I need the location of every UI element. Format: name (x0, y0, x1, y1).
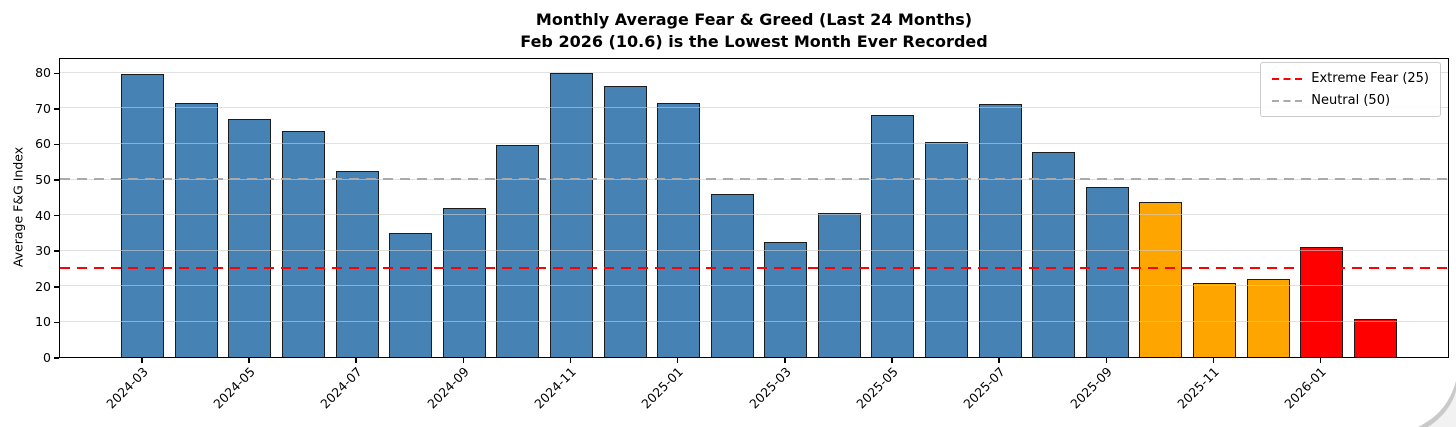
refline-neutral (60, 178, 1448, 181)
bar-2024-08 (389, 233, 433, 357)
xtick-label-2026-01: 2026-01 (1281, 364, 1330, 412)
bar-2024-10 (496, 145, 540, 357)
bar-2025-12 (1246, 278, 1290, 357)
refline-extreme-fear (60, 267, 1448, 270)
neutral-dashed-line-icon (1272, 99, 1303, 102)
bar-2025-03 (764, 242, 808, 357)
ytick-label-0: 0 (43, 350, 51, 365)
xtick-2024-09 (462, 358, 465, 363)
gridline-20 (60, 285, 1448, 287)
gridline-80 (60, 71, 1448, 73)
xtick-2026-01 (1319, 358, 1322, 363)
page-curl-artifact (1418, 381, 1456, 427)
xtick-label-2025-01: 2025-01 (638, 364, 687, 412)
legend-label-neutral: Neutral (50) (1311, 93, 1391, 108)
xtick-label-2024-09: 2024-09 (424, 364, 472, 412)
ytick-80 (54, 72, 59, 75)
chart-title-line2: Feb 2026 (10.6) is the Lowest Month Ever… (520, 32, 988, 51)
ytick-label-30: 30 (35, 243, 51, 259)
bar-2025-01 (657, 102, 701, 357)
gridline-60 (60, 142, 1448, 144)
xtick-label-2025-05: 2025-05 (853, 364, 901, 412)
ytick-50 (54, 179, 59, 181)
xtick-2025-05 (891, 358, 893, 363)
bar-2025-10 (1139, 202, 1183, 357)
bar-2024-07 (335, 170, 379, 357)
gridline-10 (60, 320, 1448, 322)
xtick-label-2024-11: 2024-11 (531, 364, 580, 412)
ytick-label-50: 50 (35, 172, 51, 188)
legend-item-extreme-fear: Extreme Fear (25) (1272, 71, 1429, 86)
ytick-0 (54, 357, 59, 359)
ytick-60 (54, 143, 59, 146)
bar-2026-01 (1300, 246, 1344, 357)
extreme-fear-dashed-line-icon (1272, 77, 1303, 80)
bar-2025-08 (1032, 152, 1076, 357)
bar-2025-02 (710, 194, 754, 357)
ytick-20 (54, 286, 59, 288)
xtick-label-2025-11: 2025-11 (1174, 364, 1223, 412)
bar-2024-03 (121, 74, 165, 357)
xtick-2025-11 (1212, 358, 1215, 363)
bar-2024-12 (603, 86, 647, 357)
bar-2025-07 (978, 103, 1022, 357)
ytick-label-10: 10 (35, 314, 51, 330)
xtick-label-2024-05: 2024-05 (210, 364, 258, 412)
xtick-label-2025-07: 2025-07 (960, 364, 1008, 412)
bar-2026-02 (1353, 319, 1397, 357)
bar-2024-06 (282, 131, 326, 357)
ytick-label-60: 60 (35, 136, 51, 152)
legend-item-neutral: Neutral (50) (1272, 93, 1429, 108)
gridline-30 (60, 249, 1448, 251)
ytick-label-20: 20 (35, 278, 51, 294)
ytick-30 (54, 250, 59, 252)
gridline-40 (60, 214, 1448, 216)
legend: Extreme Fear (25) Neutral (50) (1260, 62, 1441, 117)
bar-2025-11 (1192, 283, 1236, 357)
bar-2025-04 (817, 213, 861, 357)
xtick-2025-09 (1105, 358, 1108, 363)
xtick-label-2024-07: 2024-07 (317, 364, 365, 412)
ytick-label-80: 80 (35, 65, 51, 81)
xtick-label-2025-09: 2025-09 (1067, 364, 1115, 412)
bar-2025-09 (1085, 186, 1129, 357)
chart-title: Monthly Average Fear & Greed (Last 24 Mo… (59, 9, 1449, 53)
bar-2024-09 (442, 207, 486, 357)
xtick-2025-01 (676, 358, 679, 363)
bar-2025-05 (871, 115, 915, 357)
chart-title-line1: Monthly Average Fear & Greed (Last 24 Mo… (535, 10, 973, 29)
ytick-label-70: 70 (35, 100, 51, 116)
xtick-2024-05 (248, 358, 250, 363)
bar-2024-05 (228, 118, 272, 357)
xtick-label-2024-03: 2024-03 (102, 364, 151, 412)
ytick-40 (54, 214, 59, 217)
xtick-label-2025-03: 2025-03 (745, 364, 794, 412)
xtick-2025-03 (784, 358, 786, 363)
xtick-2024-03 (141, 358, 143, 363)
plot-area: Extreme Fear (25) Neutral (50) (59, 58, 1449, 358)
xtick-2024-07 (355, 358, 357, 363)
ytick-label-40: 40 (35, 207, 51, 223)
gridline-70 (60, 107, 1448, 109)
xtick-2024-11 (569, 358, 572, 363)
xtick-2025-07 (998, 358, 1000, 363)
ytick-10 (54, 321, 59, 324)
bar-2024-04 (174, 102, 218, 357)
ytick-70 (54, 108, 59, 110)
legend-label-extreme-fear: Extreme Fear (25) (1311, 71, 1429, 86)
